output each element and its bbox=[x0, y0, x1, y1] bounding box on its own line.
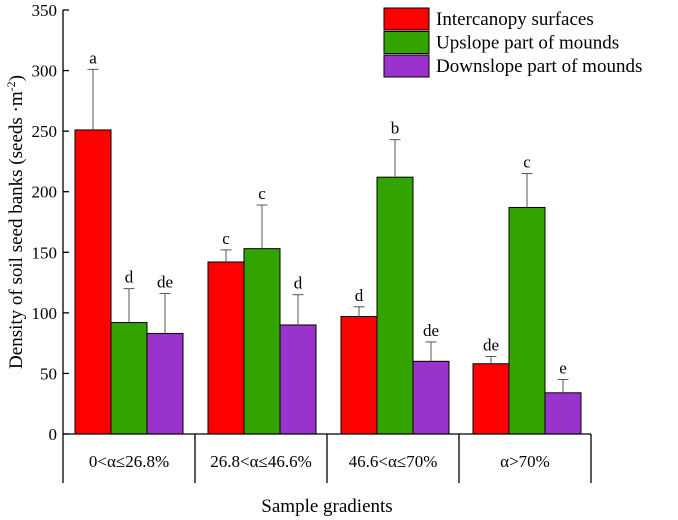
significance-label-series-2-cat-3: b bbox=[391, 119, 400, 138]
y-tick-label-200: 200 bbox=[32, 183, 58, 202]
bar-series-2-cat-2 bbox=[243, 248, 281, 435]
bar-series-3-cat-2 bbox=[279, 324, 317, 435]
significance-label-series-3-cat-2: d bbox=[294, 274, 303, 293]
y-axis-title-superscript: -2 bbox=[4, 81, 18, 91]
bar-series-3-cat-4 bbox=[544, 392, 582, 435]
bar-series-1-cat-4 bbox=[472, 363, 510, 435]
bar-series-1-cat-1 bbox=[74, 129, 112, 435]
category-label-3: 46.6<α≤70% bbox=[349, 452, 438, 471]
y-axis-title-close: ) bbox=[6, 75, 27, 81]
legend: Intercanopy surfaces Upslope part of moun… bbox=[383, 7, 642, 78]
legend-label-3: Downslope part of mounds bbox=[436, 56, 642, 77]
bar-series-1-cat-3 bbox=[340, 315, 378, 435]
significance-label-series-3-cat-1: de bbox=[157, 272, 173, 291]
x-axis-title: Sample gradients bbox=[261, 496, 392, 517]
significance-labels-layer: a c d de d c b c de d de e bbox=[89, 48, 567, 377]
error-bars-layer bbox=[87, 68, 569, 393]
category-label-4: α>70% bbox=[500, 452, 550, 471]
y-tick-label-100: 100 bbox=[32, 304, 58, 323]
y-axis-title: Density of soil seed banks (seeds ·m-2) bbox=[4, 75, 27, 369]
bar-series-1-cat-2 bbox=[207, 261, 245, 435]
legend-swatch-1 bbox=[383, 7, 430, 31]
legend-swatch-2 bbox=[383, 31, 430, 54]
significance-label-series-2-cat-4: c bbox=[523, 153, 531, 172]
y-tick-label-350: 350 bbox=[32, 1, 58, 20]
y-tick-label-250: 250 bbox=[32, 122, 58, 141]
significance-label-series-3-cat-3: de bbox=[423, 321, 439, 340]
y-axis-title-main: Density of soil seed banks (seeds ·m bbox=[6, 91, 27, 369]
bar-series-3-cat-3 bbox=[412, 360, 450, 435]
category-label-2: 26.8<α≤46.6% bbox=[210, 452, 312, 471]
bar-series-2-cat-4 bbox=[508, 206, 546, 435]
bars-layer bbox=[74, 129, 582, 435]
y-tick-label-300: 300 bbox=[32, 62, 58, 81]
significance-label-series-1-cat-1: a bbox=[89, 48, 97, 67]
significance-label-series-1-cat-3: d bbox=[355, 286, 364, 305]
significance-label-series-2-cat-2: c bbox=[258, 184, 266, 203]
category-labels-layer: 0<α≤26.8% 26.8<α≤46.6% 46.6<α≤70% α>70% bbox=[62, 434, 550, 483]
legend-swatch-3 bbox=[383, 54, 430, 78]
y-tick-label-150: 150 bbox=[32, 243, 58, 262]
significance-label-series-1-cat-2: c bbox=[222, 229, 230, 248]
y-tick-label-0: 0 bbox=[49, 425, 58, 444]
category-label-1: 0<α≤26.8% bbox=[89, 452, 169, 471]
bar-series-2-cat-3 bbox=[376, 176, 414, 435]
bar-series-2-cat-1 bbox=[110, 322, 148, 435]
significance-label-series-3-cat-4: e bbox=[559, 358, 567, 377]
legend-label-1: Intercanopy surfaces bbox=[436, 9, 594, 30]
legend-label-2: Upslope part of mounds bbox=[436, 33, 619, 54]
y-ticks-layer: 0 50 100 150 200 250 300 350 bbox=[32, 1, 69, 444]
y-tick-label-50: 50 bbox=[40, 364, 57, 383]
bar-series-3-cat-1 bbox=[146, 332, 184, 435]
significance-label-series-1-cat-4: de bbox=[483, 335, 499, 354]
significance-label-series-2-cat-1: d bbox=[125, 268, 134, 287]
